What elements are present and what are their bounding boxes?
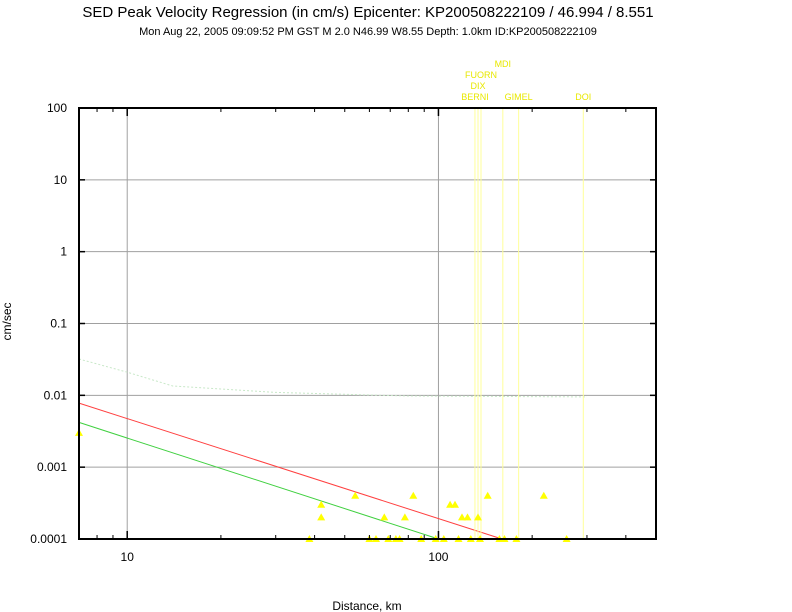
observation-point — [483, 491, 492, 499]
observation-point — [400, 513, 409, 521]
observation-point — [317, 500, 326, 508]
station-label: MDI — [495, 59, 512, 69]
observation-point — [474, 513, 482, 521]
station-label: DIX — [471, 81, 486, 91]
chart-subtitle: Mon Aug 22, 2005 09:09:52 PM GST M 2.0 N… — [139, 26, 597, 38]
x-tick-label: 100 — [428, 550, 448, 564]
y-tick-label: 10 — [54, 173, 68, 187]
y-tick-label: 0.001 — [37, 460, 67, 474]
station-label: FUORN — [465, 70, 497, 80]
x-axis-label: Distance, km — [332, 599, 401, 612]
observation-point — [380, 513, 389, 521]
station-label: GIMEL — [505, 92, 533, 102]
observation-point — [409, 491, 418, 499]
observation-point — [351, 491, 360, 499]
y-axis-label: cm/sec — [0, 302, 14, 340]
tick-layer: 100 10 1 0.1 0.01 0.001 0.0001 10 100 — [30, 101, 656, 564]
observation-point — [458, 513, 466, 521]
observation-point — [463, 513, 472, 521]
y-tick-label: 1 — [60, 245, 67, 259]
observation-point — [539, 491, 548, 499]
observation-point — [317, 513, 326, 521]
point-layer — [75, 428, 571, 542]
curve-layer — [78, 358, 588, 540]
grid-layer — [79, 107, 656, 540]
station-label: DOI — [575, 92, 591, 102]
y-tick-label: 0.01 — [44, 388, 68, 402]
observation-point — [451, 500, 459, 508]
green-curve — [78, 421, 439, 540]
dotted-curve — [78, 358, 588, 398]
chart-title: SED Peak Velocity Regression (in cm/s) E… — [82, 4, 654, 21]
y-tick-label: 100 — [47, 101, 67, 115]
x-tick-label: 10 — [121, 550, 135, 564]
station-label: BERNI — [461, 92, 489, 102]
y-tick-label: 0.1 — [50, 317, 67, 331]
y-tick-label: 0.0001 — [30, 532, 67, 546]
red-curve — [78, 402, 503, 540]
